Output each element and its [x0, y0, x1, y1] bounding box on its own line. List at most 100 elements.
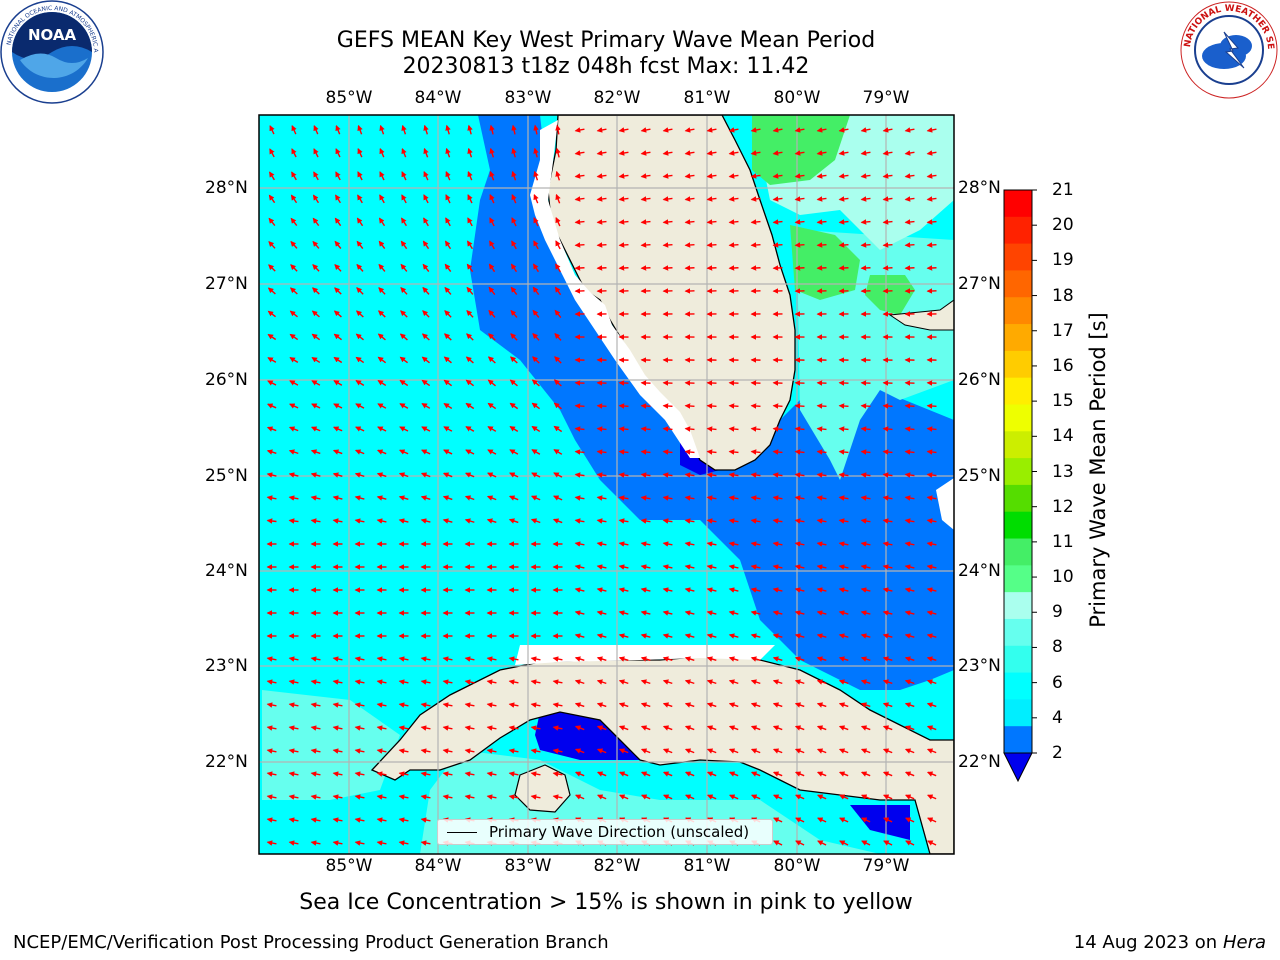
wave-direction-arrow	[445, 147, 451, 158]
colorbar-tick-label: 4	[1052, 707, 1063, 728]
wave-direction-arrow	[443, 449, 453, 455]
wave-direction-arrow	[465, 402, 475, 410]
wave-direction-arrow	[420, 840, 431, 846]
wave-direction-arrow	[376, 840, 387, 846]
wave-direction-arrow	[684, 472, 695, 478]
wave-direction-arrow	[355, 310, 364, 318]
wave-direction-arrow	[904, 472, 915, 478]
colorbar-tick-label: 16	[1052, 355, 1074, 376]
wave-direction-arrow	[882, 748, 893, 754]
wave-direction-arrow	[464, 794, 475, 800]
wave-direction-arrow	[552, 748, 563, 754]
wave-direction-arrow	[378, 217, 386, 227]
wave-direction-arrow	[904, 173, 915, 179]
wave-direction-arrow	[398, 794, 409, 800]
wave-direction-arrow	[816, 219, 827, 225]
wave-direction-arrow	[794, 771, 805, 777]
wave-direction-arrow	[640, 771, 651, 777]
wave-direction-arrow	[288, 817, 299, 823]
map-frame	[258, 114, 955, 855]
wave-direction-arrow	[706, 633, 717, 639]
wave-direction-arrow	[596, 127, 607, 133]
wave-direction-arrow	[684, 564, 695, 570]
wave-direction-arrow	[554, 309, 562, 318]
wave-direction-arrow	[291, 171, 297, 181]
colorbar-segment	[1004, 511, 1032, 540]
wave-direction-arrow	[706, 518, 717, 524]
wave-direction-arrow	[618, 449, 629, 455]
wave-direction-arrow	[332, 495, 343, 501]
wave-direction-arrow	[509, 402, 519, 410]
wave-direction-arrow	[882, 426, 893, 432]
map-legend: Primary Wave Direction (unscaled)	[437, 819, 773, 845]
colorbar-segment	[1004, 699, 1032, 727]
wave-direction-arrow	[794, 242, 805, 248]
wave-direction-arrow	[816, 656, 827, 662]
wave-direction-arrow	[574, 587, 585, 593]
wave-direction-arrow	[728, 219, 739, 225]
wave-direction-arrow	[706, 610, 717, 616]
wave-direction-arrow	[772, 610, 783, 616]
wave-direction-arrow	[354, 748, 365, 754]
wave-direction-arrow	[838, 150, 849, 156]
wave-direction-arrow	[530, 771, 541, 777]
wave-direction-arrow	[904, 495, 915, 501]
wave-direction-arrow	[816, 472, 827, 478]
wave-direction-arrow	[533, 217, 539, 227]
wave-direction-arrow	[532, 309, 540, 318]
lon-label-bottom: 82°W	[593, 856, 641, 876]
wave-direction-arrow	[728, 564, 739, 570]
wave-direction-arrow	[794, 173, 805, 179]
wave-direction-arrow	[401, 124, 407, 135]
lat-label-left: 28°N	[205, 178, 248, 198]
wave-direction-arrow	[772, 173, 783, 179]
wave-direction-arrow	[750, 426, 761, 432]
wave-direction-arrow	[574, 633, 585, 639]
wave-direction-arrow	[531, 425, 541, 433]
wave-direction-arrow	[684, 587, 695, 593]
wave-direction-arrow	[376, 656, 387, 662]
wave-direction-arrow	[421, 379, 431, 387]
wave-direction-arrow	[310, 472, 321, 478]
wave-direction-arrow	[684, 495, 695, 501]
wave-direction-arrow	[750, 679, 761, 685]
wave-direction-arrow	[640, 633, 651, 639]
wave-direction-arrow	[444, 286, 452, 295]
wave-direction-arrow	[530, 518, 541, 524]
wave-direction-arrow	[706, 150, 717, 156]
wave-direction-arrow	[445, 124, 451, 135]
wave-direction-arrow	[486, 794, 497, 800]
wave-direction-arrow	[398, 817, 409, 823]
wave-direction-arrow	[420, 794, 431, 800]
colorbar-tick-label: 15	[1052, 391, 1074, 412]
wave-direction-arrow	[640, 564, 651, 570]
wave-direction-arrow	[379, 124, 385, 135]
wave-direction-arrow	[334, 240, 342, 249]
lon-label-bottom: 85°W	[325, 856, 373, 876]
wave-direction-arrow	[728, 725, 739, 731]
colorbar-segment	[1004, 484, 1032, 513]
wave-direction-arrow	[310, 725, 321, 731]
wave-direction-arrow	[420, 771, 431, 777]
wave-direction-arrow	[860, 748, 871, 754]
wave-direction-arrow	[401, 147, 407, 158]
wave-direction-arrow	[332, 518, 343, 524]
wave-direction-arrow	[335, 124, 341, 135]
lon-label-top: 84°W	[414, 88, 462, 108]
wave-direction-arrow	[838, 633, 849, 639]
wave-direction-arrow	[618, 702, 629, 708]
wave-direction-arrow	[532, 356, 540, 364]
wave-direction-arrow	[267, 333, 277, 341]
wave-direction-arrow	[333, 310, 342, 318]
footer-host: Hera	[1222, 932, 1266, 953]
wave-direction-arrow	[574, 449, 585, 455]
lon-label-bottom: 79°W	[862, 856, 910, 876]
wave-direction-arrow	[267, 380, 277, 386]
wave-direction-arrow	[464, 495, 475, 501]
wave-direction-arrow	[553, 495, 563, 501]
wave-direction-arrow	[333, 380, 343, 386]
wave-direction-arrow	[266, 817, 277, 823]
wave-direction-arrow	[729, 794, 739, 800]
wave-direction-arrow	[882, 219, 893, 225]
wave-direction-arrow	[269, 171, 275, 181]
